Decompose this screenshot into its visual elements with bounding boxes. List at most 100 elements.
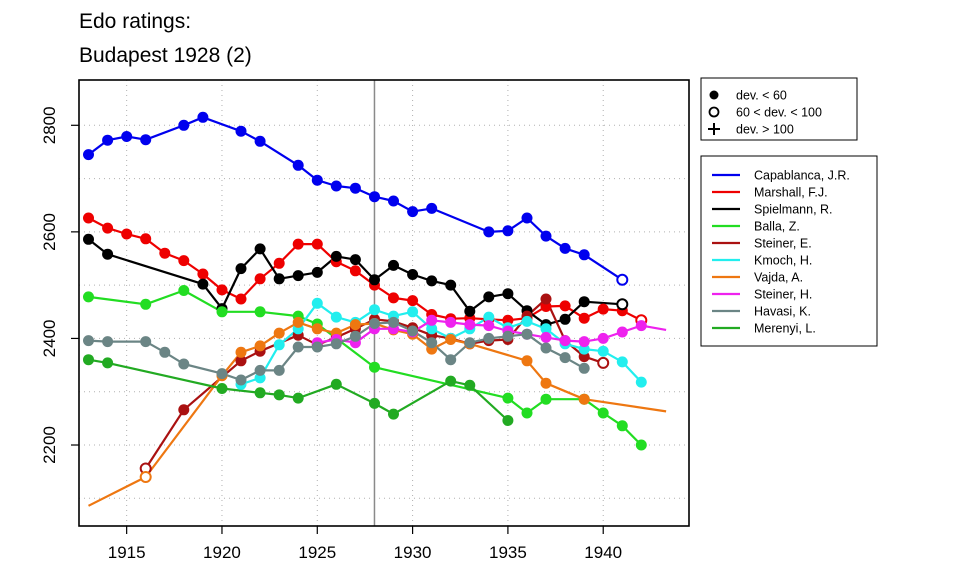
y-tick-label-2800: 2800 (40, 106, 59, 144)
data-point-havasi-k-18 (464, 337, 476, 349)
data-point-havasi-k-1 (102, 336, 114, 348)
data-point-marshall-f-j-3 (140, 233, 152, 245)
data-point-marshall-f-j-7 (216, 284, 228, 296)
data-point-kmoch-h-2 (273, 339, 285, 351)
data-point-merenyi-l-4 (273, 389, 285, 401)
data-point-havasi-k-9 (292, 341, 304, 353)
data-point-spielmann-r-4 (235, 263, 247, 275)
data-point-kmoch-h-15 (521, 315, 533, 327)
data-point-havasi-k-7 (254, 364, 266, 376)
data-point-capablanca-j-r-16 (483, 226, 495, 238)
x-tick-label-1925: 1925 (298, 543, 336, 562)
data-point-capablanca-j-r-12 (369, 191, 380, 203)
data-point-marshall-f-j-25 (559, 300, 571, 312)
data-point-havasi-k-20 (502, 330, 514, 342)
data-point-capablanca-j-r-21 (578, 249, 590, 261)
data-point-havasi-k-24 (578, 362, 590, 374)
data-point-steiner-h-13 (559, 335, 571, 347)
data-point-havasi-k-2 (140, 336, 152, 348)
data-point-steiner-e-17 (540, 293, 552, 305)
data-point-capablanca-j-r-10 (330, 180, 342, 192)
data-point-spielmann-r-10 (349, 254, 361, 266)
legend-label-balla-z: Balla, Z. (754, 220, 800, 234)
data-point-balla-z-14 (635, 439, 647, 451)
data-point-steiner-e-20 (597, 356, 610, 369)
data-point-kmoch-h-7 (369, 304, 380, 316)
data-point-marshall-f-j-26 (578, 312, 590, 324)
data-point-kmoch-h-20 (616, 356, 628, 368)
data-point-marshall-f-j-6 (197, 268, 209, 280)
data-point-havasi-k-3 (159, 346, 171, 358)
data-point-spielmann-r-8 (311, 266, 323, 278)
data-point-spielmann-r-15 (445, 279, 457, 291)
data-point-marshall-f-j-27 (597, 303, 609, 315)
data-point-havasi-k-6 (235, 374, 247, 386)
y-tick-label-2400: 2400 (40, 319, 59, 357)
data-point-havasi-k-22 (540, 342, 552, 354)
data-point-kmoch-h-16 (540, 323, 552, 335)
data-point-havasi-k-14 (388, 316, 399, 328)
data-point-steiner-h-9 (483, 320, 495, 332)
data-point-marshall-f-j-5 (178, 255, 190, 267)
series-points (83, 111, 648, 483)
data-point-havasi-k-4 (178, 358, 190, 370)
x-axis: 1915 1920 1925 1930 1935 1940 (108, 526, 622, 562)
chart-title-line-2: Budapest 1928 (2) (79, 44, 252, 67)
x-tick-label-1935: 1935 (489, 543, 527, 562)
data-point-spielmann-r-11 (369, 274, 380, 286)
data-point-capablanca-j-r-18 (521, 212, 533, 224)
data-point-havasi-k-17 (445, 354, 457, 366)
data-point-vajda-a-16 (540, 377, 552, 389)
data-point-vajda-a-8 (349, 319, 361, 331)
data-point-marshall-f-j-11 (292, 238, 304, 250)
data-point-marshall-f-j-14 (349, 265, 361, 277)
data-point-balla-z-10 (540, 393, 552, 405)
data-point-spielmann-r-18 (502, 288, 514, 300)
data-point-spielmann-r-16 (464, 305, 476, 317)
legend-label-capablanca-j-r: Capablanca, J.R. (754, 169, 850, 183)
data-point-capablanca-j-r-8 (292, 159, 304, 171)
data-point-havasi-k-5 (216, 368, 228, 380)
data-point-balla-z-7 (369, 361, 380, 373)
data-point-steiner-h-16 (616, 326, 628, 338)
data-point-vajda-a-2 (235, 346, 247, 358)
legend-label-havasi-k: Havasi, K. (754, 305, 811, 319)
data-point-spielmann-r-21 (559, 313, 571, 325)
data-point-vajda-a-17 (578, 393, 590, 405)
legend-label-steiner-h: Steiner, H. (754, 288, 812, 302)
data-point-balla-z-4 (254, 306, 266, 318)
data-point-balla-z-1 (140, 298, 152, 310)
legend-label-kmoch-h: Kmoch, H. (754, 254, 812, 268)
data-point-merenyi-l-6 (330, 378, 342, 390)
data-point-steiner-h-6 (426, 314, 438, 326)
data-point-spielmann-r-2 (197, 278, 209, 290)
data-point-spielmann-r-1 (102, 248, 114, 260)
data-point-steiner-h-7 (445, 316, 457, 328)
series-legend: Capablanca, J.R. Marshall, F.J. Spielmann,… (700, 155, 878, 347)
data-point-merenyi-l-0 (83, 354, 94, 366)
data-point-capablanca-j-r-0 (83, 149, 94, 161)
data-point-capablanca-j-r-11 (349, 182, 361, 194)
data-point-havasi-k-13 (369, 318, 380, 329)
series-line-kmoch-h (240, 302, 643, 386)
data-point-merenyi-l-11 (502, 415, 514, 426)
data-point-merenyi-l-5 (292, 392, 304, 404)
data-point-merenyi-l-8 (388, 408, 399, 420)
data-point-havasi-k-0 (83, 335, 94, 347)
data-point-balla-z-9 (521, 407, 533, 419)
marker-legend-label-0: dev. < 60 (736, 89, 787, 103)
data-point-capablanca-j-r-14 (407, 206, 419, 218)
data-point-capablanca-j-r-7 (254, 135, 266, 147)
data-point-merenyi-l-2 (216, 383, 228, 394)
data-point-vajda-a-5 (292, 316, 304, 328)
data-point-spielmann-r-6 (273, 273, 285, 285)
series-legend-box (700, 155, 878, 347)
data-point-merenyi-l-7 (369, 397, 380, 409)
data-point-havasi-k-23 (559, 352, 571, 364)
data-point-marshall-f-j-12 (311, 238, 323, 250)
data-point-steiner-h-14 (578, 336, 590, 348)
data-point-balla-z-0 (83, 291, 94, 303)
data-point-balla-z-8 (502, 392, 514, 404)
data-point-steiner-e-2 (235, 355, 247, 367)
data-point-spielmann-r-22 (578, 296, 590, 308)
